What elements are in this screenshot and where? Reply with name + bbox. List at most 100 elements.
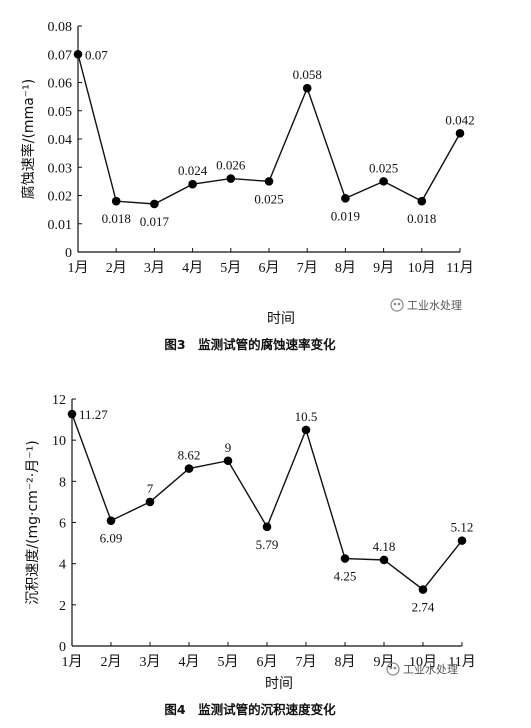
y-axis-title: 沉积速度/(mg·cm⁻²·月⁻¹): [25, 440, 41, 604]
data-label: 2.74: [412, 600, 435, 615]
data-label: 11.27: [79, 407, 108, 422]
data-point: [457, 536, 467, 545]
data-point: [145, 497, 155, 507]
data-point: [417, 196, 427, 206]
y-tick-label: 12: [52, 393, 66, 408]
x-tick-label: 10月: [409, 654, 437, 670]
x-tick-label: 6月: [259, 260, 280, 276]
y-axis-title: 腐蚀速率/(mma⁻¹): [20, 79, 37, 200]
x-tick-label: 9月: [374, 654, 395, 670]
watermark-logo-dot: [397, 302, 401, 306]
watermark-logo-dot: [389, 666, 393, 670]
y-tick-label: 2: [59, 599, 66, 614]
watermark-text: 工业水处理: [403, 663, 458, 676]
x-tick-label: 5月: [218, 654, 239, 670]
chart-2: 0 2 4 6 8 10 12 1月 2月 3月 4月 5月 6月 7月 8月 9月 10月 11月 11.27 6.…: [25, 393, 476, 717]
x-tick-label: 3月: [140, 654, 161, 670]
y-tick-label: 0.01: [48, 218, 73, 233]
data-label: 9: [225, 440, 232, 455]
watermark-logo-icon: [386, 662, 400, 676]
x-tick-label: 4月: [182, 260, 203, 276]
data-label: 4.18: [373, 539, 396, 554]
x-tick-label: 9月: [373, 260, 394, 276]
data-point: [341, 194, 350, 203]
x-tick-label: 1月: [62, 654, 83, 670]
x-tick-label: 2月: [101, 654, 122, 670]
x-tick-label: 11月: [448, 654, 475, 670]
data-label: 0.07: [85, 47, 108, 62]
y-tick-label: 8: [59, 475, 66, 490]
watermark-logo-icon: [390, 298, 404, 312]
data-label: 0.024: [178, 163, 208, 178]
x-tick-label: 3月: [144, 260, 165, 276]
data-point: [111, 196, 121, 206]
figure-caption: 图3 监测试管的腐蚀速率变化: [164, 337, 336, 352]
data-point: [150, 199, 159, 209]
data-point: [302, 83, 312, 93]
x-tick-label: 8月: [335, 654, 356, 670]
y-tick-label: 10: [52, 434, 66, 449]
y-tick-label: 0.02: [48, 190, 73, 205]
y-tick-label: 0.04: [48, 133, 73, 148]
y-tick-label: 0.08: [48, 20, 73, 35]
x-axis-title: 时间: [265, 676, 293, 692]
data-label: 7: [147, 481, 154, 496]
x-axis-title: 时间: [267, 311, 295, 327]
watermark-logo-dot: [393, 666, 397, 670]
data-label: 0.026: [216, 158, 246, 173]
data-label: 0.018: [407, 211, 436, 226]
x-tick-label: 1月: [68, 260, 89, 276]
data-point: [264, 177, 274, 186]
x-tick-label: 7月: [296, 654, 317, 670]
data-label: 8.62: [178, 448, 201, 463]
data-label: 4.25: [334, 569, 357, 584]
x-tick-label: 7月: [297, 260, 318, 276]
data-label: 0.042: [445, 112, 474, 127]
data-point: [188, 179, 197, 189]
data-point: [418, 585, 428, 594]
y-tick-label: 4: [59, 558, 66, 573]
data-point: [223, 456, 233, 466]
data-label: 0.018: [102, 211, 131, 226]
watermark-text: 工业水处理: [407, 299, 462, 312]
watermark-icon: [390, 298, 404, 312]
figure-caption: 图4 监测试管的沉积速度变化: [164, 702, 336, 717]
x-tick-label: 4月: [179, 654, 200, 670]
data-label: 0.017: [140, 214, 170, 229]
data-point: [184, 464, 194, 473]
x-tick-label: 5月: [220, 260, 241, 276]
chart-1: 0 0.01 0.02 0.03 0.04 0.05 0.06 0.07 0.08 1月 2月 3月 4…: [20, 20, 475, 352]
data-point: [67, 409, 77, 419]
data-label: 6.09: [100, 531, 123, 546]
data-point: [379, 555, 389, 565]
x-tick-label: 10月: [408, 260, 436, 276]
data-point: [262, 522, 272, 532]
data-label: 0.019: [331, 208, 360, 223]
data-label: 5.12: [451, 520, 474, 535]
x-tick-label: 11月: [446, 260, 473, 276]
data-label: 5.79: [256, 537, 279, 552]
y-tick-label: 6: [59, 517, 66, 532]
x-tick-label: 2月: [106, 260, 127, 276]
data-point: [106, 516, 116, 525]
data-point: [73, 49, 83, 59]
data-point: [379, 177, 388, 186]
y-tick-label: 0: [65, 246, 72, 261]
data-label: 10.5: [295, 409, 318, 424]
watermark-logo-dot: [393, 302, 397, 306]
y-tick-label: 0.05: [48, 105, 73, 120]
y-tick-label: 0.03: [48, 161, 73, 176]
watermark-icon: [386, 662, 400, 676]
series-line: [71, 413, 463, 591]
data-point: [340, 554, 350, 563]
data-label: 0.025: [254, 191, 283, 206]
x-tick-label: 6月: [257, 654, 278, 670]
data-label: 0.025: [369, 160, 398, 175]
y-tick-label: 0.07: [48, 48, 73, 63]
data-label: 0.058: [293, 67, 322, 82]
data-point: [301, 425, 311, 435]
y-tick-label: 0: [59, 640, 66, 655]
y-tick-label: 0.06: [48, 77, 73, 92]
data-point: [226, 174, 236, 183]
